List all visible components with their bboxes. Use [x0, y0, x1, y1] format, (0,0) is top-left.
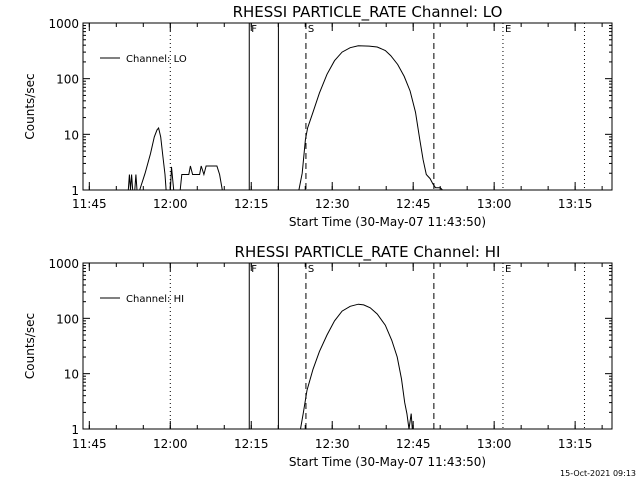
- chart-title: RHESSI PARTICLE_RATE Channel: HI: [235, 243, 501, 262]
- data-series: [300, 303, 413, 430]
- y-axis: 1 10 100 1000: [48, 17, 612, 198]
- x-tick-label: 12:45: [396, 197, 431, 211]
- chart-title: RHESSI PARTICLE_RATE Channel: LO: [233, 3, 503, 22]
- lo-channel-panel: RHESSI PARTICLE_RATE Channel: LO 1 10 100 10…: [23, 3, 613, 229]
- x-tick-label: 11:45: [72, 437, 107, 451]
- x-tick-label: 13:00: [477, 437, 512, 451]
- marker-label: S: [308, 24, 314, 35]
- x-tick-label: 12:45: [396, 437, 431, 451]
- x-axis: 11:45 12:00 12:15 12:30 12:45 13:00 13:15: [72, 263, 603, 451]
- legend: Channel: HI: [100, 294, 184, 305]
- y-axis-label: Counts/sec: [23, 73, 37, 139]
- y-tick-label: 100: [56, 73, 79, 87]
- y-tick-label: 10: [64, 368, 79, 382]
- x-axis-label: Start Time (30-May-07 11:43:50): [289, 455, 486, 469]
- series-line: [127, 126, 175, 191]
- y-axis: 1 10 100 1000: [48, 257, 612, 437]
- plot-frame: [82, 262, 613, 430]
- y-tick-label: 10: [64, 128, 79, 142]
- hi-channel-panel: RHESSI PARTICLE_RATE Channel: HI 1 10 100 10…: [23, 243, 613, 469]
- series-line: [298, 45, 443, 191]
- legend-label: Channel: LO: [126, 54, 187, 65]
- y-tick-label: 1000: [48, 257, 79, 271]
- marker-label: F: [251, 24, 257, 35]
- series-line: [179, 165, 223, 191]
- x-tick-label: 13:15: [558, 197, 593, 211]
- y-tick-label: 1: [71, 423, 79, 437]
- y-axis-label: Counts/sec: [23, 313, 37, 379]
- x-tick-label: 12:15: [234, 197, 269, 211]
- legend: Channel: LO: [100, 54, 187, 65]
- x-tick-label: 13:00: [477, 197, 512, 211]
- y-tick-label: 1: [71, 184, 79, 198]
- x-axis-label: Start Time (30-May-07 11:43:50): [289, 215, 486, 229]
- x-tick-label: 13:15: [558, 437, 593, 451]
- marker-label: S: [308, 264, 314, 275]
- series-line: [300, 303, 413, 430]
- x-tick-label: 12:00: [153, 197, 188, 211]
- marker-label: E: [505, 24, 511, 35]
- x-tick-label: 12:30: [315, 437, 350, 451]
- y-tick-label: 1000: [48, 17, 79, 31]
- marker-label: F: [251, 264, 257, 275]
- marker-label: E: [505, 264, 511, 275]
- x-tick-label: 12:15: [234, 437, 269, 451]
- y-tick-label: 100: [56, 312, 79, 326]
- x-axis: 11:45 12:00 12:15 12:30 12:45 13:00 13:15: [72, 23, 603, 211]
- plot-frame: [82, 22, 613, 191]
- legend-label: Channel: HI: [126, 294, 184, 305]
- data-series: [127, 45, 443, 191]
- x-tick-label: 12:00: [153, 437, 188, 451]
- x-tick-label: 11:45: [72, 197, 107, 211]
- x-tick-label: 12:30: [315, 197, 350, 211]
- footer-timestamp: 15-Oct-2021 09:13: [560, 469, 636, 478]
